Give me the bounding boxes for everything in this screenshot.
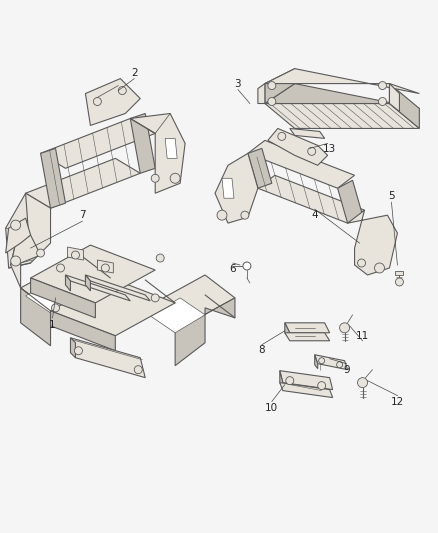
Polygon shape [215, 154, 258, 223]
Polygon shape [265, 103, 419, 128]
Circle shape [243, 262, 251, 270]
Text: 2: 2 [131, 68, 138, 78]
Polygon shape [280, 370, 283, 387]
Polygon shape [21, 255, 110, 311]
Polygon shape [265, 69, 295, 103]
Circle shape [374, 263, 385, 273]
Circle shape [378, 98, 386, 106]
Polygon shape [97, 260, 113, 273]
Polygon shape [314, 355, 348, 370]
Polygon shape [50, 278, 175, 336]
Polygon shape [248, 140, 355, 188]
Circle shape [93, 98, 101, 106]
Circle shape [118, 86, 126, 94]
Polygon shape [85, 275, 150, 301]
Polygon shape [130, 114, 155, 173]
Polygon shape [85, 275, 90, 291]
Circle shape [217, 210, 227, 220]
Polygon shape [389, 84, 399, 111]
Polygon shape [265, 69, 419, 94]
Text: 9: 9 [343, 365, 350, 375]
Polygon shape [21, 288, 50, 346]
Circle shape [337, 362, 343, 368]
Circle shape [318, 382, 326, 390]
Circle shape [339, 323, 350, 333]
Text: 12: 12 [391, 397, 404, 407]
Polygon shape [66, 275, 130, 301]
Polygon shape [285, 323, 330, 333]
Polygon shape [41, 118, 155, 168]
Polygon shape [71, 338, 145, 378]
Circle shape [378, 82, 386, 90]
Polygon shape [396, 271, 403, 275]
Circle shape [134, 366, 142, 374]
Polygon shape [71, 338, 75, 358]
Text: 10: 10 [265, 402, 279, 413]
Text: 11: 11 [356, 331, 369, 341]
Polygon shape [165, 139, 177, 158]
Circle shape [308, 148, 316, 155]
Polygon shape [66, 275, 71, 291]
Polygon shape [280, 370, 332, 390]
Circle shape [156, 254, 164, 262]
Polygon shape [348, 210, 397, 275]
Polygon shape [130, 114, 185, 193]
Polygon shape [314, 355, 318, 369]
Text: 5: 5 [388, 191, 395, 201]
Polygon shape [50, 311, 115, 351]
Circle shape [396, 278, 403, 286]
Circle shape [151, 294, 159, 302]
Circle shape [170, 173, 180, 183]
Circle shape [101, 264, 110, 272]
Polygon shape [25, 158, 140, 208]
Polygon shape [389, 84, 419, 128]
Text: 6: 6 [230, 264, 236, 274]
Polygon shape [85, 78, 140, 125]
Circle shape [52, 304, 60, 312]
Circle shape [268, 98, 276, 106]
Circle shape [286, 377, 294, 385]
Polygon shape [280, 383, 332, 398]
Circle shape [241, 211, 249, 219]
Circle shape [71, 251, 79, 259]
Polygon shape [175, 298, 235, 366]
Text: 13: 13 [323, 144, 336, 155]
Circle shape [11, 256, 21, 266]
Circle shape [357, 259, 366, 267]
Text: 1: 1 [49, 320, 56, 330]
Polygon shape [265, 84, 419, 109]
Polygon shape [31, 245, 155, 303]
Text: 4: 4 [311, 210, 318, 220]
Polygon shape [268, 128, 328, 165]
Polygon shape [338, 180, 363, 223]
Circle shape [37, 249, 45, 257]
Polygon shape [290, 128, 325, 139]
Polygon shape [145, 275, 235, 331]
Polygon shape [248, 148, 272, 188]
Polygon shape [6, 193, 50, 268]
Polygon shape [41, 148, 66, 208]
Circle shape [268, 82, 276, 90]
Polygon shape [258, 175, 364, 223]
Polygon shape [258, 84, 265, 103]
Polygon shape [25, 278, 81, 313]
Circle shape [74, 347, 82, 355]
Polygon shape [31, 278, 95, 318]
Polygon shape [222, 178, 234, 198]
Circle shape [151, 174, 159, 182]
Circle shape [57, 264, 64, 272]
Polygon shape [285, 323, 290, 338]
Polygon shape [6, 218, 31, 253]
Text: 3: 3 [235, 78, 241, 88]
Circle shape [357, 378, 367, 387]
Circle shape [319, 358, 325, 364]
Polygon shape [150, 298, 205, 333]
Circle shape [11, 220, 21, 230]
Polygon shape [11, 235, 41, 288]
Polygon shape [67, 247, 83, 260]
Polygon shape [285, 333, 330, 341]
Text: 7: 7 [79, 210, 86, 220]
Text: 8: 8 [258, 345, 265, 355]
Circle shape [278, 132, 286, 140]
